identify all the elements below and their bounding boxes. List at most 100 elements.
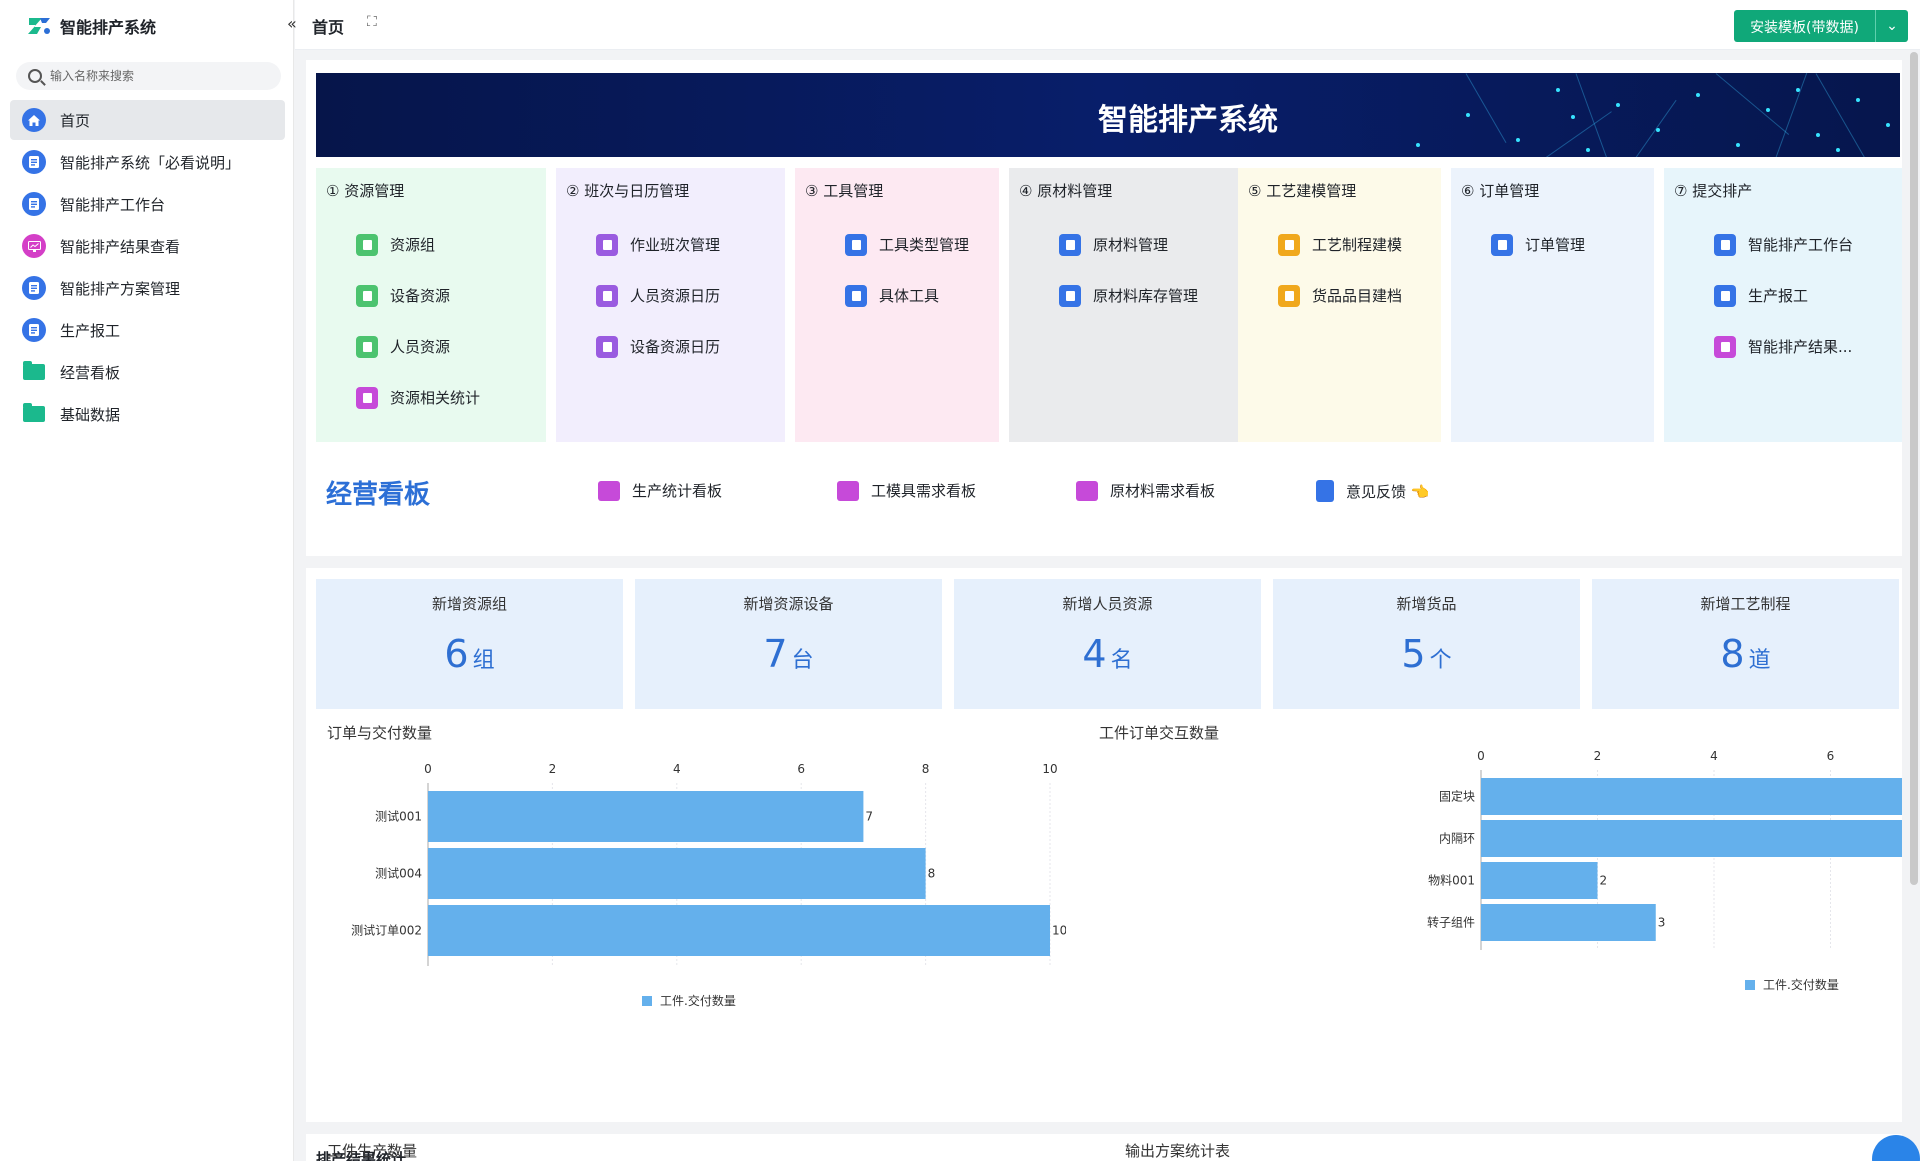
dashboard-link[interactable]: 工模具需求看板 [837, 480, 976, 501]
stat-number: 4 [1082, 632, 1107, 676]
sidebar-item-label: 基础数据 [60, 405, 121, 424]
module-item-icon [356, 386, 378, 409]
scrollbar[interactable] [1910, 52, 1918, 885]
module-item-link[interactable]: 原材料库存管理 [1019, 270, 1228, 321]
bar [428, 848, 926, 899]
module-item-link[interactable]: 生产报工 [1674, 270, 1892, 321]
module-item-link[interactable]: 原材料管理 [1019, 219, 1228, 270]
module-item-link[interactable]: 工具类型管理 [805, 219, 989, 270]
module-item-link[interactable]: 智能排产结果... [1674, 321, 1892, 372]
banner-particle [1696, 93, 1700, 97]
results-left-title: 工件生产数量 [327, 1142, 418, 1160]
bar-chart-orders: 0 2 4 6 8 10 测试001 7 测试004 8 测试订单002 10 工件.交付数量 [351, 762, 1066, 1008]
sidebar-item-label: 首页 [60, 111, 91, 130]
legend-label: 工件.交付数量 [1763, 977, 1839, 992]
sidebar-item-label: 生产报工 [60, 321, 121, 340]
main-content: 智能排产系统 ① 资源管理 资源组 设备资源 人员资源 资源相关统计 ② 班次与日历管理作… [306, 60, 1902, 1161]
stat-unit: 个 [1429, 648, 1452, 673]
dashboard-link-label: 工模具需求看板 [871, 482, 977, 500]
module-item-icon [1059, 233, 1081, 256]
legend-swatch [642, 996, 652, 1006]
banner-particle [1571, 115, 1575, 119]
dashboard-icon [598, 480, 620, 501]
fullscreen-icon[interactable]: ⛶ [367, 14, 377, 30]
sidebar-item[interactable]: 智能排产工作台 [10, 184, 285, 224]
stat-unit: 组 [472, 648, 495, 673]
dashboard-link[interactable]: 意见反馈 👈 [1316, 480, 1429, 502]
stat-tile[interactable]: 新增货品 5 个 [1273, 579, 1580, 709]
sidebar-item[interactable]: 生产报工 [10, 310, 285, 350]
sidebar-item[interactable]: 基础数据 [10, 394, 285, 434]
module-panel: ⑦ 提交排产 智能排产工作台 生产报工 智能排产结果... [1664, 168, 1902, 442]
search-input[interactable] [50, 69, 270, 83]
sidebar-item-label: 智能排产工作台 [60, 195, 166, 214]
dashboard-link[interactable]: 生产统计看板 [598, 480, 722, 501]
module-item-link[interactable]: 人员资源日历 [566, 270, 775, 321]
dashboard-link-label: 原材料需求看板 [1110, 482, 1216, 500]
module-item-link[interactable]: 具体工具 [805, 270, 989, 321]
module-item-icon [1714, 335, 1736, 358]
module-item-icon [596, 284, 618, 307]
module-item-link[interactable]: 智能排产工作台 [1674, 219, 1892, 270]
module-item-link[interactable]: 作业班次管理 [566, 219, 775, 270]
sidebar-item[interactable]: 智能排产结果查看 [10, 226, 285, 266]
y-category-label: 测试001 [375, 809, 422, 824]
y-category-label: 测试004 [375, 866, 422, 881]
module-item-link[interactable]: 资源相关统计 [326, 372, 536, 423]
stat-label: 新增人员资源 [1062, 595, 1153, 613]
legend-swatch [1745, 980, 1755, 990]
x-tick-label: 2 [1594, 749, 1602, 763]
module-item-list: 资源组 设备资源 人员资源资源相关统计 [326, 219, 536, 423]
module-item-link[interactable]: 设备资源 [326, 270, 536, 321]
sidebar-item[interactable]: 经营看板 [10, 352, 285, 392]
sidebar-search[interactable] [16, 62, 281, 90]
collapse-sidebar-icon[interactable]: « [287, 14, 297, 33]
bar [1481, 820, 1902, 857]
module-panel: ⑤ 工艺建模管理 工艺制程建模 货品品目建档 [1238, 168, 1441, 442]
top-header: « 首页 ⛶ 安装模板(带数据) ⌄ [287, 0, 1920, 50]
data-label: 8 [928, 867, 936, 881]
module-item-link[interactable]: 工艺制程建模 [1248, 219, 1431, 270]
dashboard-link-label: 生产统计看板 [632, 482, 723, 500]
banner-particle [1836, 148, 1840, 152]
module-item-link[interactable]: 设备资源日历 [566, 321, 775, 372]
sidebar-item[interactable]: 首页 [10, 100, 285, 140]
stat-label: 新增资源组 [431, 595, 507, 613]
doc-icon [22, 150, 46, 174]
module-item-link[interactable]: 人员资源 [326, 321, 536, 372]
app-title: 智能排产系统 [60, 18, 157, 37]
stat-number: 8 [1720, 632, 1745, 676]
doc-icon [22, 192, 46, 216]
sidebar: 智能排产系统 首页智能排产系统「必看说明」智能排产工作台智能排产结果查看智能排产… [0, 0, 294, 1161]
module-item-link[interactable]: 资源组 [326, 219, 536, 270]
module-panel: ④ 原材料管理 原材料管理 原材料库存管理 [1009, 168, 1238, 442]
banner-particle [1466, 113, 1470, 117]
module-item-label: 资源相关统计 [390, 389, 481, 407]
sidebar-item-label: 智能排产结果查看 [60, 237, 181, 256]
module-item-list: 智能排产工作台 生产报工 智能排产结果... [1674, 219, 1892, 372]
stat-tile[interactable]: 新增人员资源 4 名 [954, 579, 1261, 709]
stat-unit: 台 [791, 648, 814, 673]
bar [428, 791, 864, 842]
install-template-label[interactable]: 安装模板(带数据) [1734, 10, 1876, 42]
install-template-button[interactable]: 安装模板(带数据) ⌄ [1734, 10, 1908, 42]
stat-tile[interactable]: 新增资源组 6 组 [316, 579, 623, 709]
home-icon [22, 108, 46, 132]
stat-tile[interactable]: 新增工艺制程 8 道 [1592, 579, 1899, 709]
logo-icon [28, 18, 50, 34]
stat-tile[interactable]: 新增资源设备 7 台 [635, 579, 942, 709]
dashboard-row: 经营看板 生产统计看板 工模具需求看板 原材料需求看板 意见反馈 👈 [326, 472, 1886, 512]
module-item-icon [1278, 233, 1300, 256]
chevron-down-icon[interactable]: ⌄ [1886, 18, 1898, 34]
stat-number: 6 [444, 632, 469, 676]
dashboard-link[interactable]: 原材料需求看板 [1076, 480, 1215, 501]
module-item-link[interactable]: 货品品目建档 [1248, 270, 1431, 321]
module-item-link[interactable]: 订单管理 [1461, 219, 1644, 270]
sidebar-item[interactable]: 智能排产系统「必看说明」 [10, 142, 285, 182]
app-logo[interactable]: 智能排产系统 [0, 0, 293, 52]
banner-particle [1886, 123, 1890, 127]
sidebar-item[interactable]: 智能排产方案管理 [10, 268, 285, 308]
bar [428, 905, 1050, 956]
